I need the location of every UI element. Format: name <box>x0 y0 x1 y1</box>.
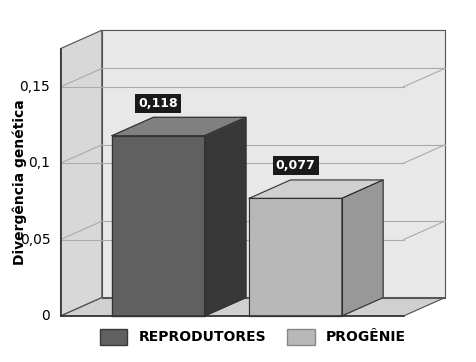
Legend: REPRODUTORES, PROGÊNIE: REPRODUTORES, PROGÊNIE <box>94 323 410 350</box>
Polygon shape <box>112 136 204 316</box>
Text: 0,15: 0,15 <box>20 80 50 94</box>
Polygon shape <box>341 180 382 316</box>
Polygon shape <box>204 117 245 316</box>
Polygon shape <box>60 298 444 316</box>
Polygon shape <box>249 180 382 198</box>
Polygon shape <box>60 30 101 316</box>
Polygon shape <box>112 117 245 136</box>
Text: Divergência genética: Divergência genética <box>12 100 27 265</box>
Text: 0: 0 <box>41 309 50 323</box>
Text: 0,077: 0,077 <box>275 159 315 172</box>
Polygon shape <box>101 30 444 298</box>
Text: 0,118: 0,118 <box>139 97 178 110</box>
Text: 0,1: 0,1 <box>28 156 50 170</box>
Text: 0,05: 0,05 <box>20 232 50 247</box>
Polygon shape <box>249 198 341 316</box>
